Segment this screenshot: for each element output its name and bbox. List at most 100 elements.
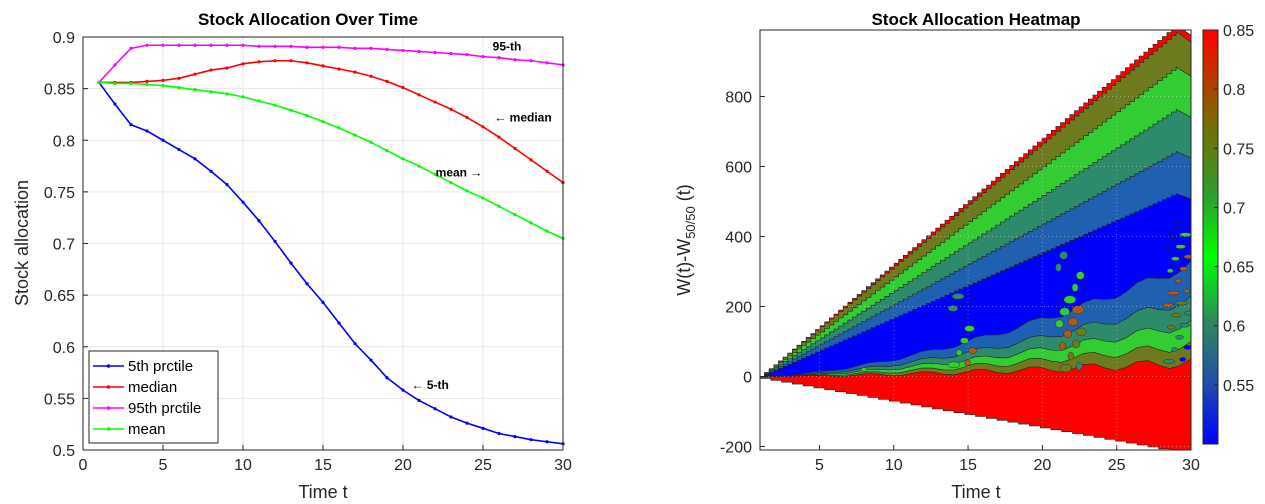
data-point-mean	[145, 82, 149, 87]
y-tick-label: 0.55	[44, 391, 75, 408]
data-point-mean	[241, 95, 245, 99]
data-point-95th-prctile	[481, 55, 485, 59]
data-point-median	[353, 70, 357, 74]
data-point-95th-prctile	[465, 52, 469, 57]
heatmap-x-axis-label: Time t	[951, 482, 1000, 502]
heatmap-y-label-tail: (t)	[674, 184, 694, 206]
data-point-95th-prctile	[145, 43, 149, 47]
data-point-5th-prctile	[513, 434, 517, 439]
x-tick-label: 25	[1108, 457, 1126, 474]
heatmap-contour-blob	[1059, 363, 1072, 373]
heatmap-regions	[760, 30, 1191, 450]
data-point-mean	[305, 113, 309, 118]
data-point-mean	[545, 229, 549, 233]
heatmap-region-blue	[760, 193, 1191, 377]
data-point-5th-prctile	[241, 200, 245, 204]
data-point-95th-prctile	[529, 59, 533, 63]
heatmap-contour-blob	[960, 303, 973, 310]
data-point-95th-prctile	[305, 45, 309, 49]
y-tick-label: 0.6	[53, 340, 75, 357]
heatmap-grid	[760, 30, 1192, 450]
data-point-median	[497, 135, 501, 139]
data-point-5th-prctile	[545, 440, 549, 444]
heatmap-contour-blob	[1071, 283, 1079, 292]
data-point-5th-prctile	[529, 438, 533, 442]
heatmap-contour-blob	[951, 293, 965, 300]
heatmap-contour-blob	[1063, 273, 1070, 282]
colorbar-tick-label: 0.7	[1223, 200, 1245, 217]
x-tick-label: 0	[79, 457, 88, 474]
data-point-95th-prctile	[273, 44, 277, 48]
data-point-5th-prctile	[449, 415, 453, 419]
heatmap-contour-blob	[968, 347, 977, 354]
data-point-median	[289, 59, 293, 63]
data-point-95th-prctile	[449, 51, 453, 56]
heatmap-contour-blob	[1171, 347, 1178, 352]
heatmap-contour-blob	[1076, 271, 1085, 280]
data-point-mean	[353, 133, 357, 137]
data-point-5th-prctile	[257, 219, 261, 223]
y-tick-label: 0.5	[53, 443, 75, 460]
data-point-5th-prctile	[145, 129, 149, 133]
x-tick-label: 15	[959, 457, 977, 474]
heatmap-contour-blob	[1167, 324, 1176, 330]
data-point-mean	[337, 126, 341, 130]
data-point-mean	[209, 90, 213, 94]
data-point-95th-prctile	[417, 49, 421, 54]
data-point-median	[545, 169, 549, 173]
data-point-median	[433, 100, 437, 104]
heatmap-contour-blob	[1067, 317, 1079, 327]
data-point-95th-prctile	[385, 47, 389, 51]
heatmap-axes-frame	[759, 29, 1192, 451]
y-tick-label: 200	[725, 300, 752, 317]
data-point-5th-prctile	[209, 169, 213, 173]
data-point-mean	[497, 204, 501, 208]
left-x-axis-label: Time t	[298, 482, 347, 502]
colorbar-tick-label: 0.55	[1223, 378, 1254, 395]
data-point-5th-prctile	[305, 282, 309, 286]
heatmap-contour-blob	[1171, 256, 1180, 261]
heatmap-contour-blob	[860, 367, 868, 372]
colorbar-tick-label: 0.85	[1223, 23, 1254, 40]
y-tick-label: 0.9	[53, 30, 75, 47]
legend-marker	[106, 406, 111, 410]
series-line-95th-prctile	[98, 44, 564, 83]
colorbar-tick-label: 0.6	[1223, 319, 1245, 336]
data-point-mean	[113, 81, 117, 86]
heatmap-contour-blob	[1171, 312, 1182, 318]
data-point-5th-prctile	[401, 388, 405, 392]
data-point-median	[417, 93, 421, 97]
colorbar	[1202, 29, 1219, 445]
data-point-95th-prctile	[225, 43, 229, 47]
heatmap-contour-blob	[956, 315, 967, 322]
y-tick-label: 0.65	[44, 288, 75, 305]
annotation-label: 95-th	[493, 39, 522, 53]
data-point-mean	[193, 88, 197, 92]
data-point-mean	[529, 221, 533, 225]
heatmap-contour-blob	[1063, 329, 1072, 339]
x-tick-label: 25	[474, 457, 492, 474]
data-point-5th-prctile	[289, 261, 293, 265]
heatmap-contour-blob	[1076, 361, 1083, 371]
heatmap-contour-blob	[1183, 288, 1191, 294]
heatmap-contour-blob	[955, 349, 963, 356]
left-y-axis-label: Stock allocation	[12, 180, 32, 306]
data-point-95th-prctile	[513, 58, 517, 62]
data-point-mean	[369, 140, 373, 144]
data-point-median	[305, 61, 309, 65]
data-point-median	[385, 79, 389, 83]
legend-label: 5th prctile	[128, 358, 193, 375]
data-point-mean	[401, 157, 405, 161]
heatmap-contour-blob	[1175, 300, 1188, 306]
heatmap-contour-blob	[964, 359, 971, 366]
data-point-mean	[289, 108, 293, 112]
data-point-median	[273, 59, 277, 63]
heatmap-contour-blob	[1071, 339, 1081, 349]
heatmap-y-label-sub: 50/50	[683, 206, 698, 239]
data-point-95th-prctile	[113, 63, 117, 67]
data-point-95th-prctile	[177, 43, 181, 47]
data-point-mean	[321, 120, 325, 124]
heatmap-y-label-main: W(t)-W	[674, 239, 694, 296]
data-point-5th-prctile	[465, 421, 469, 425]
data-point-median	[449, 107, 453, 111]
